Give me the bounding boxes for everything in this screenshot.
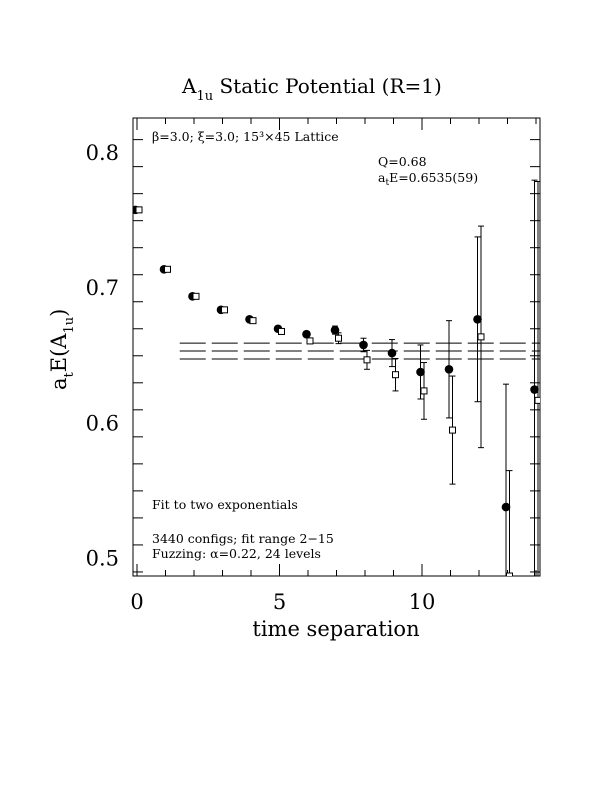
y-tick-label: 0.6 xyxy=(86,411,119,435)
square-point xyxy=(249,317,257,325)
fuzzing-note: Fuzzing: α=0.22, 24 levels xyxy=(152,546,321,561)
circle-point xyxy=(530,179,539,576)
circle-point xyxy=(501,383,511,576)
x-tick-label: 0 xyxy=(130,590,143,614)
square-point xyxy=(164,265,171,273)
square-point xyxy=(192,292,200,300)
y-axis-title: atE(A1u) xyxy=(47,309,77,390)
circle-point xyxy=(473,236,482,403)
square-point xyxy=(420,362,428,420)
x-axis-title: time separation xyxy=(252,617,419,641)
square-point xyxy=(335,332,342,345)
square-point xyxy=(449,375,456,485)
circle-point xyxy=(330,325,340,335)
data-points xyxy=(133,179,540,576)
configs-note: 3440 configs; fit range 2−15 xyxy=(152,531,334,546)
lattice-note: β=3.0; ξ=3.0; 15³×45 Lattice xyxy=(152,129,339,144)
square-point xyxy=(477,225,485,449)
square-point xyxy=(506,470,513,576)
square-point xyxy=(306,337,314,345)
square-point xyxy=(392,357,399,392)
circle-point xyxy=(444,320,454,419)
square-point xyxy=(221,306,228,314)
square-point xyxy=(363,349,371,370)
circle-point xyxy=(359,337,368,353)
method-note: Fit to two exponentials xyxy=(152,497,298,512)
tick-labels: 0 5 10 0.5 0.6 0.7 0.8 xyxy=(86,141,436,614)
y-tick-label: 0.8 xyxy=(86,141,119,165)
x-tick-label: 10 xyxy=(409,590,436,614)
square-point xyxy=(135,206,143,214)
x-tick-label: 5 xyxy=(273,590,286,614)
y-tick-label: 0.5 xyxy=(86,546,119,570)
q-note: Q=0.68 xyxy=(378,154,427,169)
circle-point xyxy=(387,339,397,368)
square-point xyxy=(534,180,540,576)
chart-title: A1u Static Potential (R=1) xyxy=(181,74,442,104)
square-point xyxy=(278,327,285,335)
y-tick-label: 0.7 xyxy=(86,276,119,300)
fit-result-note: atE=0.6535(59) xyxy=(378,170,478,188)
circle-point xyxy=(302,329,311,339)
